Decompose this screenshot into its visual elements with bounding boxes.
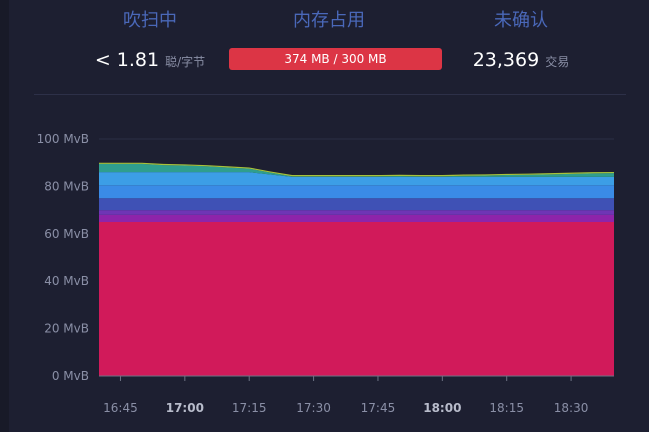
memory-title: 内存占用 <box>293 10 365 31</box>
y-tick-label: 60 MvB <box>44 227 89 241</box>
x-tick-label: 17:15 <box>232 401 267 415</box>
area-series-5 <box>99 172 614 186</box>
memory-stat: 内存占用 374 MB / 300 MB <box>229 8 442 70</box>
area-series-4 <box>99 185 614 199</box>
unconfirmed-stat: 未确认 23,369 交易 <box>421 8 621 74</box>
x-tick-label: 17:45 <box>361 401 396 415</box>
x-tick-label: 18:15 <box>489 401 524 415</box>
purging-value: < 1.81 <box>94 49 160 71</box>
purging-unit: 聪/字节 <box>165 55 206 69</box>
y-tick-label: 40 MvB <box>44 274 89 288</box>
x-tick-label: 17:00 <box>166 401 204 415</box>
y-tick-label: 80 MvB <box>44 179 89 193</box>
area-series-0 <box>99 221 614 376</box>
y-tick-label: 0 MvB <box>52 369 89 383</box>
area-series-7 <box>99 162 614 177</box>
purging-stat: 吹扫中 < 1.81 聪/字节 <box>50 8 250 74</box>
memory-usage-bar: 374 MB / 300 MB <box>229 48 442 70</box>
unconfirmed-value: 23,369 <box>472 49 540 71</box>
y-tick-label: 20 MvB <box>44 322 89 336</box>
unconfirmed-unit: 交易 <box>545 55 570 69</box>
unconfirmed-title: 未确认 <box>494 10 548 31</box>
x-tick-label: 16:45 <box>103 401 138 415</box>
area-series-2 <box>99 210 614 215</box>
purging-title: 吹扫中 <box>123 10 177 31</box>
area-series-3 <box>99 198 614 211</box>
area-series-1 <box>99 214 614 222</box>
divider <box>34 94 626 95</box>
y-tick-label: 100 MvB <box>37 132 89 146</box>
x-tick-label: 18:30 <box>554 401 589 415</box>
x-tick-label: 17:30 <box>296 401 331 415</box>
x-tick-label: 18:00 <box>423 401 461 415</box>
area-series-6 <box>99 163 614 177</box>
sidebar-edge <box>0 0 9 432</box>
